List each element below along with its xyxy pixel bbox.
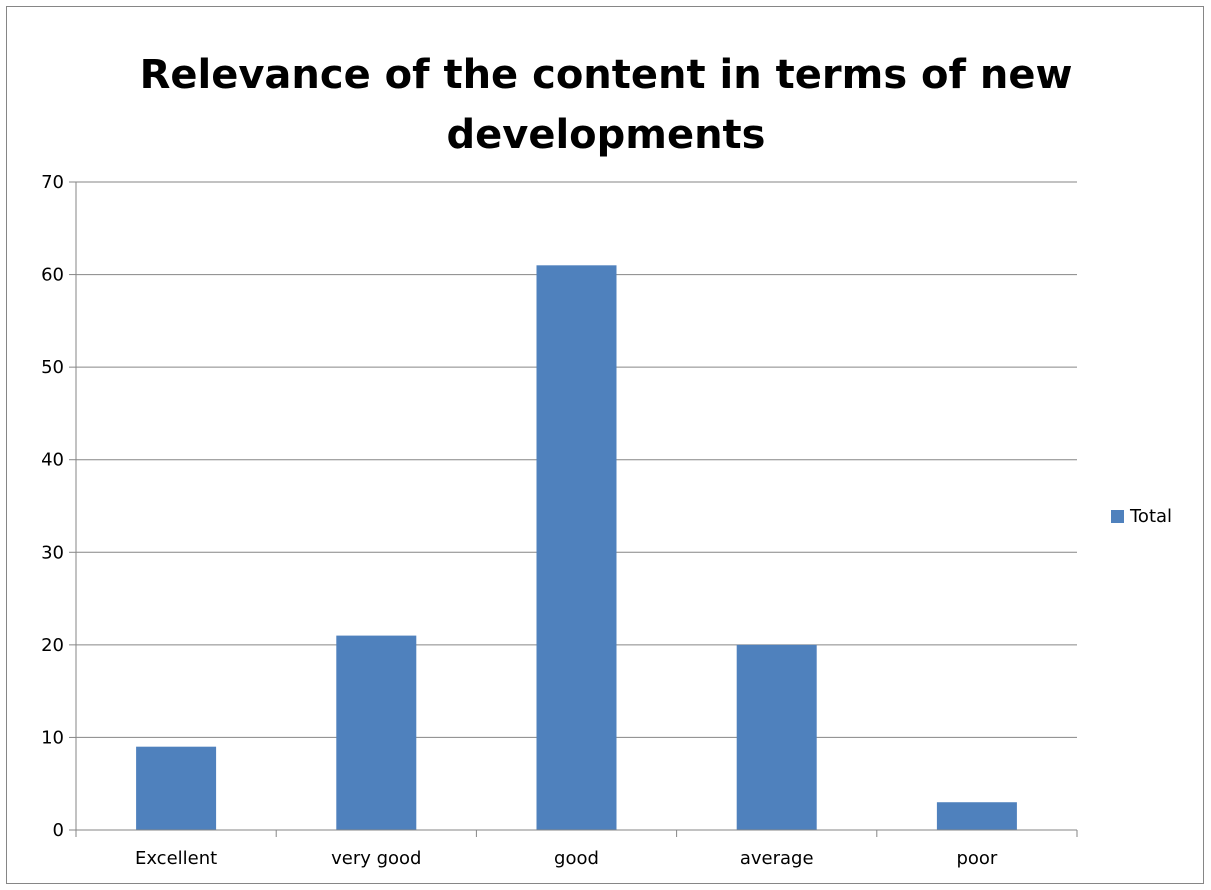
y-tick-label: 10 (41, 727, 64, 748)
x-tick-label: Excellent (135, 848, 217, 869)
bar-very-good (336, 635, 417, 830)
x-tick-label: poor (956, 848, 997, 869)
bar-average (736, 644, 817, 830)
legend: Total (1111, 506, 1172, 527)
bar-excellent (136, 746, 217, 830)
x-tick-label: very good (331, 848, 421, 869)
y-tick-label: 70 (41, 172, 64, 193)
y-tick-label: 40 (41, 450, 64, 471)
legend-label: Total (1130, 506, 1173, 527)
x-tick-label: good (554, 848, 599, 869)
x-tick-label: average (740, 848, 814, 869)
legend-swatch (1111, 510, 1124, 523)
bar-poor (936, 802, 1017, 830)
y-tick-label: 50 (41, 357, 64, 378)
y-tick-label: 60 (41, 265, 64, 286)
y-tick-label: 30 (41, 542, 64, 563)
y-tick-label: 0 (53, 820, 64, 841)
chart-title: Relevance of the content in terms of new… (139, 52, 1073, 158)
bar-good (536, 265, 617, 830)
y-tick-label: 20 (41, 635, 64, 656)
